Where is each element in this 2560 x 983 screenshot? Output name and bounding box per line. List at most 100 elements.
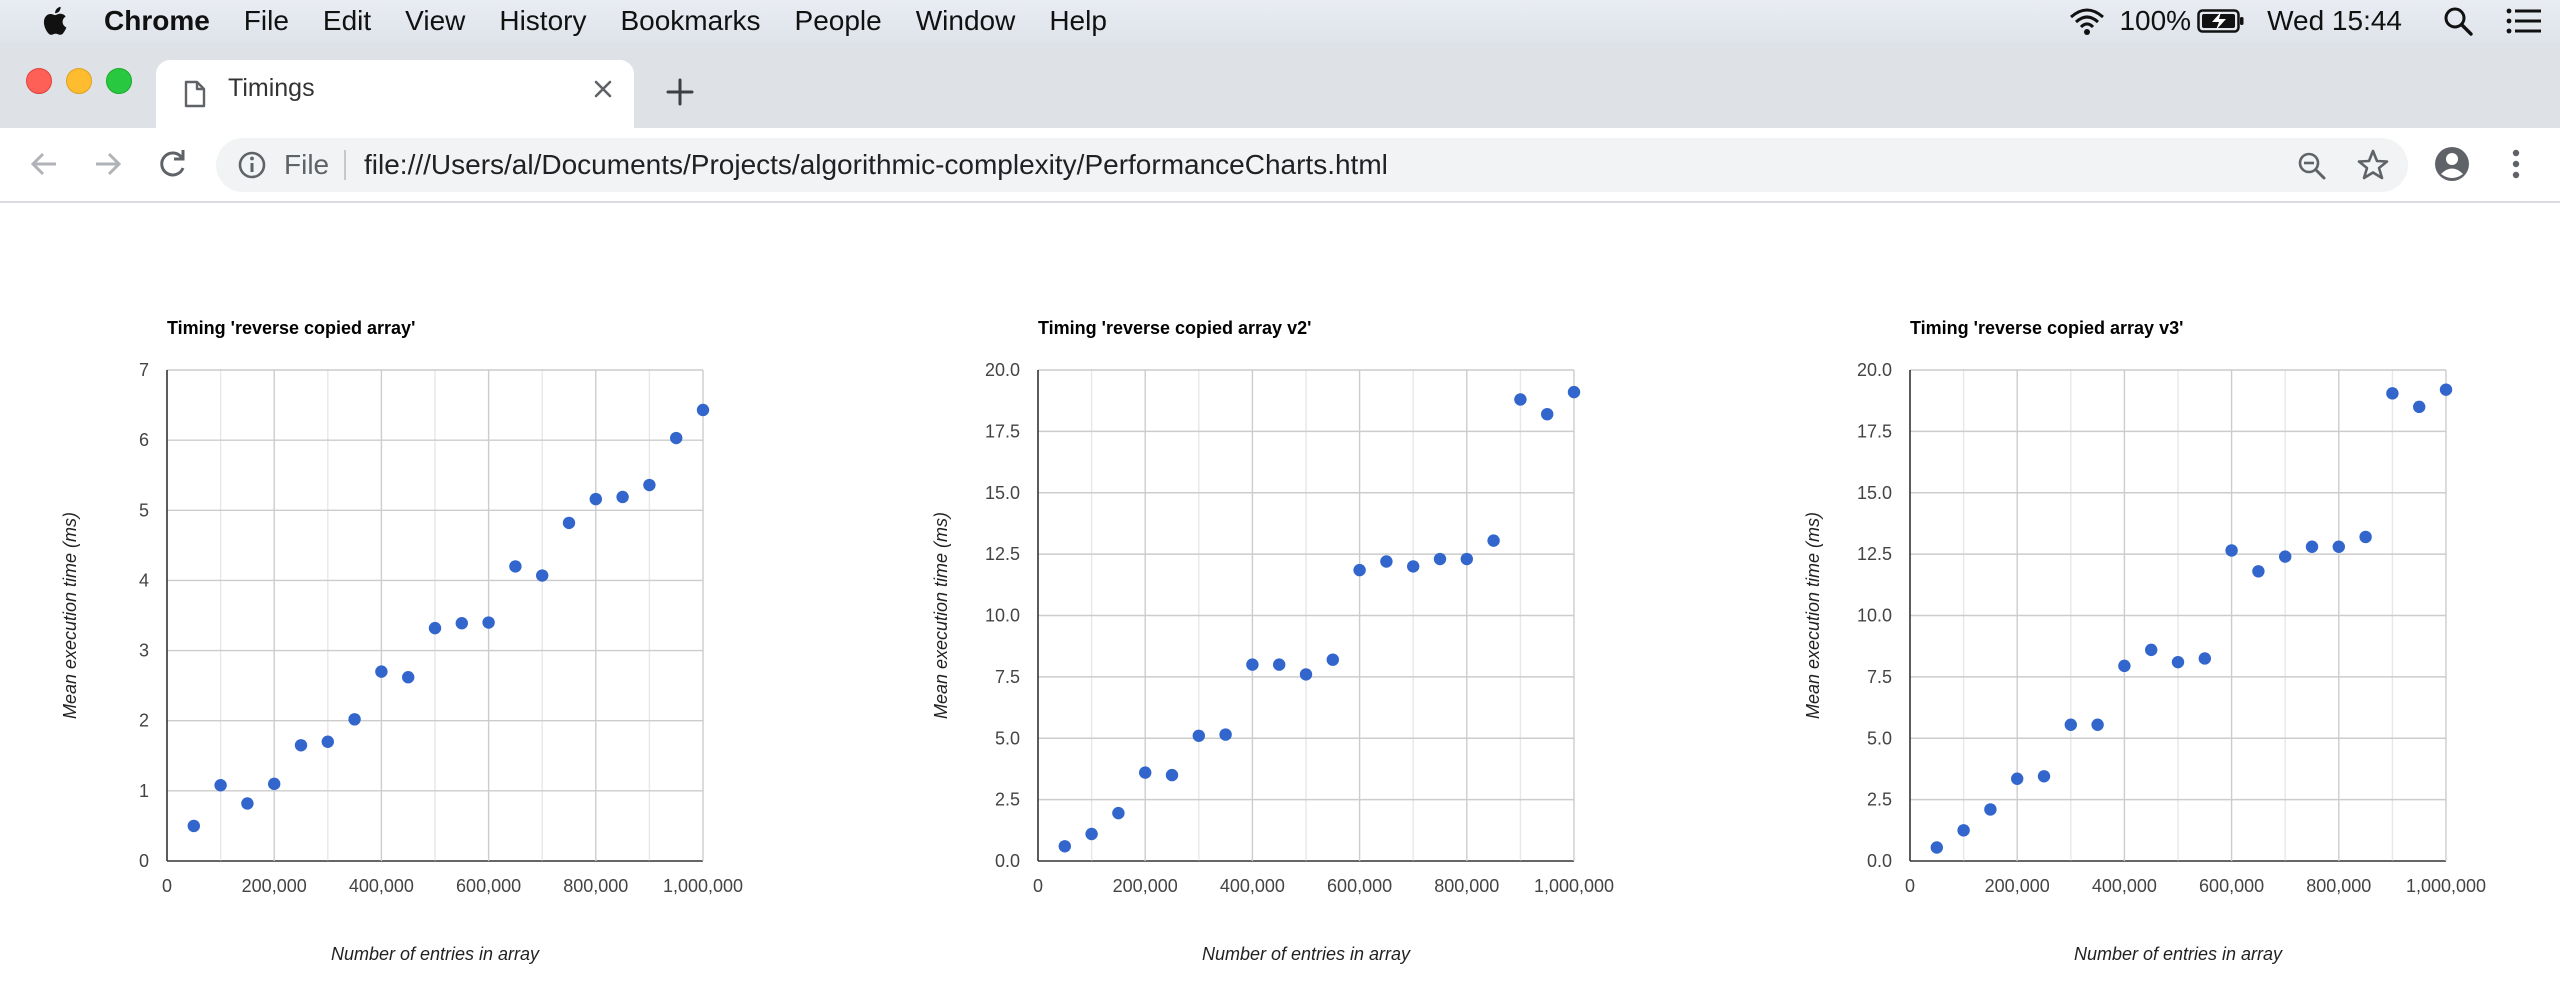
charts-area: Timing 'reverse copied array' 0 1 2 3 4 5 6 7 0 20… <box>0 203 2560 983</box>
notification-center-icon[interactable] <box>2506 7 2542 35</box>
bookmark-star-icon[interactable] <box>2356 148 2390 182</box>
menu-history[interactable]: History <box>499 5 587 36</box>
y-tick-label: 3 <box>139 641 149 661</box>
back-arrow-icon[interactable] <box>24 144 64 184</box>
new-tab-icon[interactable] <box>660 72 700 112</box>
y-tick-label: 1 <box>139 781 149 801</box>
profile-avatar-icon[interactable] <box>2432 144 2472 184</box>
data-point <box>670 431 683 445</box>
menu-bar: Chrome File Edit View History Bookmarks … <box>0 0 2560 42</box>
data-point <box>2413 400 2426 414</box>
chart-title: Timing 'reverse copied array v3' <box>1910 318 2183 338</box>
y-axis-label: Mean execution time (ms) <box>931 512 951 719</box>
menu-people[interactable]: People <box>794 5 882 36</box>
more-menu-icon[interactable] <box>2496 144 2536 184</box>
data-point <box>2225 544 2238 557</box>
data-point <box>1299 668 1313 681</box>
data-point <box>1353 563 1366 577</box>
data-point <box>1380 555 1393 568</box>
y-tick-label: 12.5 <box>1857 544 1892 564</box>
y-tick-label: 2 <box>139 711 149 731</box>
data-point <box>1541 407 1554 421</box>
x-tick-label: 800,000 <box>563 876 628 896</box>
spotlight-search-icon[interactable] <box>2442 5 2474 37</box>
y-tick-label: 10.0 <box>985 606 1020 626</box>
chart-reverse-copied-array-v2: Timing 'reverse copied array v2' 0.0 2.5 5.… <box>931 318 1614 964</box>
chart-title: Timing 'reverse copied array v2' <box>1038 318 1311 338</box>
data-point <box>2145 643 2158 657</box>
data-point <box>509 560 522 573</box>
x-tick-label: 1,000,000 <box>663 876 743 896</box>
y-tick-label: 20.0 <box>1857 360 1892 380</box>
chart-title: Timing 'reverse copied array' <box>167 318 415 338</box>
data-point <box>1139 766 1152 779</box>
window-minimize-button[interactable] <box>66 68 92 94</box>
data-point <box>1219 728 1232 741</box>
menu-help[interactable]: Help <box>1049 5 1107 36</box>
x-tick-label: 400,000 <box>349 876 414 896</box>
forward-arrow-icon[interactable] <box>88 144 128 184</box>
battery-charging-icon[interactable] <box>2197 8 2245 34</box>
data-point <box>294 739 308 752</box>
tab-timings[interactable]: Timings <box>156 60 634 128</box>
window-close-button[interactable] <box>26 68 52 94</box>
browser-toolbar: File file:///Users/al/Documents/Projects… <box>0 128 2560 203</box>
address-divider <box>344 150 346 180</box>
x-tick-label: 600,000 <box>456 876 521 896</box>
data-point <box>1957 824 1970 837</box>
y-tick-label: 5.0 <box>1867 728 1892 748</box>
y-tick-label: 17.5 <box>985 421 1020 441</box>
data-point <box>562 516 576 530</box>
data-point <box>187 819 200 833</box>
y-axis-label: Mean execution time (ms) <box>60 512 80 719</box>
data-point <box>1984 803 1997 816</box>
x-tick-label: 800,000 <box>1434 876 1499 896</box>
data-point <box>1487 534 1500 547</box>
data-point <box>2118 659 2131 673</box>
menu-app-name[interactable]: Chrome <box>104 5 210 36</box>
data-point <box>616 490 629 504</box>
menu-file[interactable]: File <box>243 5 289 36</box>
chart-reverse-copied-array-v3: Timing 'reverse copied array v3' 0.0 2.5 5.… <box>1803 318 2486 964</box>
menu-edit[interactable]: Edit <box>322 5 372 36</box>
y-tick-label: 5 <box>139 500 149 520</box>
data-point <box>2439 383 2453 396</box>
y-tick-label: 7 <box>139 360 149 380</box>
data-point <box>2332 540 2345 553</box>
x-tick-label: 200,000 <box>1113 876 1178 896</box>
data-point <box>536 569 549 582</box>
window-zoom-button[interactable] <box>106 68 132 94</box>
y-tick-label: 17.5 <box>1857 421 1892 441</box>
x-tick-label: 600,000 <box>1327 876 1392 896</box>
data-point <box>2305 540 2319 553</box>
menu-bookmarks[interactable]: Bookmarks <box>620 5 761 36</box>
wifi-icon[interactable] <box>2067 5 2107 37</box>
menu-view[interactable]: View <box>405 5 466 36</box>
data-point <box>268 777 281 791</box>
tab-close-icon[interactable] <box>588 74 618 104</box>
address-scheme-label: File <box>284 149 330 180</box>
data-point <box>2171 655 2185 669</box>
data-point <box>1514 393 1527 406</box>
data-point <box>1273 658 1286 671</box>
address-bar[interactable]: File file:///Users/al/Documents/Projects… <box>216 138 2408 192</box>
data-point <box>1407 560 1420 573</box>
apple-logo-icon[interactable] <box>38 3 74 39</box>
x-tick-label: 400,000 <box>2092 876 2157 896</box>
menu-clock[interactable]: Wed 15:44 <box>2267 5 2402 36</box>
y-tick-label: 0.0 <box>995 851 1020 871</box>
tab-title: Timings <box>228 74 315 102</box>
address-url[interactable]: file:///Users/al/Documents/Projects/algo… <box>364 149 1388 180</box>
site-info-icon[interactable] <box>236 149 268 181</box>
data-point <box>2359 530 2372 544</box>
y-axis-label: Mean execution time (ms) <box>1803 512 1823 719</box>
data-point <box>1058 840 1071 853</box>
data-point <box>375 665 388 678</box>
data-point <box>1246 658 1259 671</box>
x-tick-label: 1,000,000 <box>2406 876 2486 896</box>
reload-icon[interactable] <box>152 144 192 184</box>
zoom-out-icon[interactable] <box>2296 150 2328 182</box>
data-point <box>2064 718 2077 731</box>
data-point <box>2279 550 2292 563</box>
menu-window[interactable]: Window <box>915 5 1016 36</box>
